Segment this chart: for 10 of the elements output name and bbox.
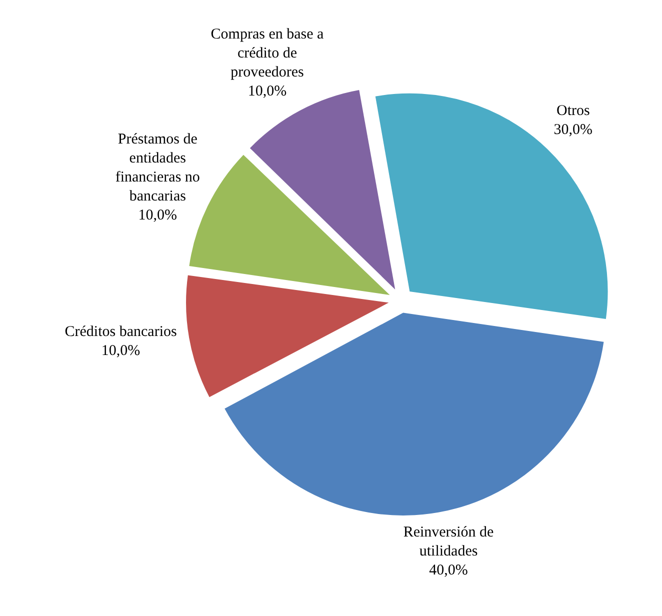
slice-label: Compras en base a crédito de proveedores [210, 26, 324, 81]
data-label: 40,0% [429, 562, 468, 579]
slice-label: Créditos bancarios [64, 324, 177, 340]
data-label: 10,0% [101, 342, 140, 359]
data-label: 10,0% [248, 84, 287, 100]
slice-label: Reinversión de utilidades [403, 524, 494, 560]
data-label: 30,0% [554, 122, 593, 138]
data-label: 10,0% [138, 207, 178, 224]
slice-label: Otros [556, 102, 590, 119]
slice-label: Préstamos de entidades financieras no bancarias [115, 131, 200, 204]
